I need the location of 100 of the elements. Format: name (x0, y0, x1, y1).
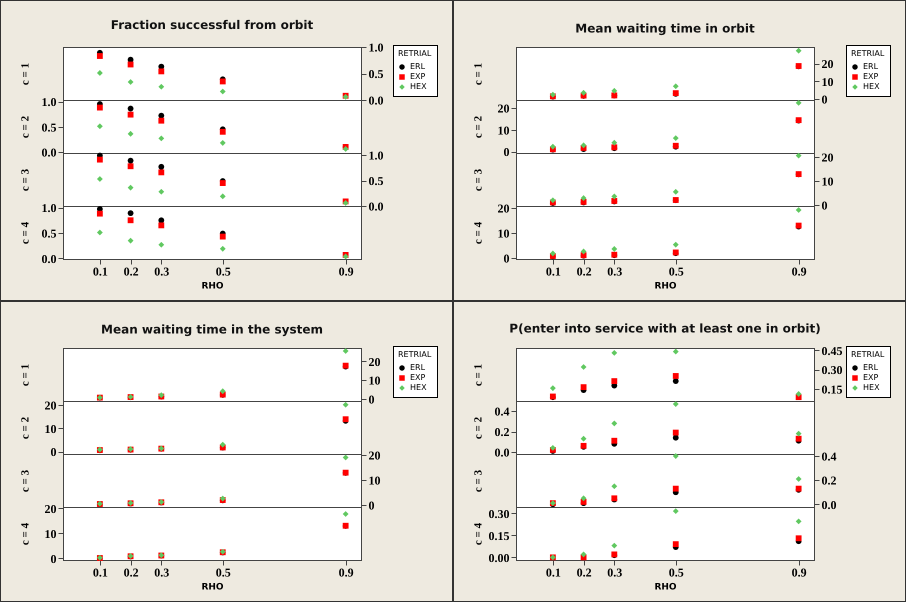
y2-tick-label: 10 (368, 474, 380, 488)
x-tick-label: 0.1 (92, 566, 108, 580)
chart-title: Mean waiting time in orbit (575, 22, 755, 36)
y-axis-title: c = 3 (20, 168, 32, 192)
y2-tick-label: 20 (822, 57, 834, 72)
y-tick-label: 0 (50, 552, 56, 566)
y-axis-title: c = 2 (472, 416, 484, 440)
x-tick-label: 0.1 (546, 566, 561, 580)
y-tick-label: 0.5 (42, 226, 56, 241)
x-tick-label: 0.3 (607, 566, 622, 580)
x-tick-label: 0.2 (124, 264, 139, 278)
y-tick-label: 0.00 (488, 550, 510, 565)
legend-label: EXP (410, 72, 426, 81)
x-tick-label: 0.3 (607, 264, 622, 278)
y-tick-label: 10 (498, 226, 510, 240)
y2-tick-label: 20 (368, 354, 380, 369)
x-tick-label: 0.1 (546, 264, 561, 278)
y2-tick-label: 0.30 (822, 363, 842, 378)
y-tick-label: 0.4 (494, 404, 510, 419)
y2-tick-label: 10 (822, 174, 834, 189)
x-axis-title: RHO (201, 582, 224, 592)
x-tick-label: 0.9 (338, 566, 354, 580)
y-tick-label: 20 (498, 201, 510, 216)
y2-tick-label: 20 (368, 448, 380, 463)
y-axis-title: c = 3 (472, 168, 484, 192)
y2-tick-label: 20 (822, 150, 834, 165)
y2-tick-label: 1.0 (368, 148, 384, 163)
y-axis-title: c = 2 (472, 115, 484, 138)
x-tick-label: 0.2 (124, 566, 139, 580)
y-axis-title: c = 2 (20, 115, 32, 138)
x-tick-label: 0.1 (92, 264, 108, 278)
legend-label: EXP (863, 373, 879, 382)
y-axis-title: c = 3 (20, 469, 32, 492)
legend-label: EXP (410, 373, 426, 382)
legend-label: ERL (863, 62, 879, 71)
y2-tick-label: 0.45 (822, 344, 842, 358)
y-tick-label: 0.15 (488, 528, 510, 543)
y-axis-title: c = 1 (472, 364, 484, 386)
x-tick-label: 0.2 (576, 566, 592, 580)
x-tick-label: 0.2 (576, 264, 592, 278)
y2-tick-label: 0 (822, 198, 828, 213)
y2-tick-label: 10 (368, 374, 380, 388)
y2-tick-label: 0 (368, 392, 374, 406)
x-tick-label: 0.9 (792, 566, 807, 580)
legend-label: HEX (863, 383, 880, 392)
y2-tick-label: 0.15 (822, 382, 842, 396)
y2-tick-label: 0.0 (368, 94, 384, 108)
legend-label: ERL (410, 363, 426, 372)
x-axis-title: RHO (654, 282, 677, 292)
y-tick-label: 10 (498, 123, 510, 138)
y-axis-title: c = 2 (20, 416, 32, 440)
chart-title: P(enter into service with at least one in orbit) (509, 321, 821, 336)
legend-title: RETRIAL (851, 350, 885, 359)
legend-label: HEX (863, 82, 880, 91)
y-tick-label: 1.0 (42, 201, 56, 216)
y-tick-label: 0.5 (42, 120, 56, 134)
y2-tick-label: 0 (368, 498, 374, 513)
x-tick-label: 0.9 (792, 264, 807, 278)
y-tick-label: 0.0 (494, 445, 510, 460)
legend-label: HEX (410, 82, 428, 91)
y-axis-title: c = 1 (20, 364, 32, 386)
y-tick-label: 0.30 (488, 506, 510, 521)
y2-tick-label: 0.0 (822, 498, 836, 512)
y2-tick-label: 1.0 (368, 40, 384, 54)
legend-label: ERL (410, 62, 426, 71)
legend-label: ERL (863, 363, 879, 372)
y-axis-title: c = 1 (20, 62, 32, 86)
y-axis-title: c = 3 (472, 469, 484, 492)
y2-tick-label: 0.5 (368, 67, 384, 81)
y-tick-label: 0 (50, 445, 56, 460)
y2-tick-label: 10 (822, 74, 834, 89)
y-tick-label: 0 (504, 251, 510, 266)
chart-title: Fraction successful from orbit (110, 18, 314, 32)
x-tick-label: 0.9 (338, 264, 354, 278)
chart-title: Mean waiting time in the system (101, 322, 323, 336)
x-tick-label: 0.5 (216, 264, 231, 278)
legend-title: RETRIAL (398, 350, 432, 359)
y-axis-title: c = 4 (20, 221, 32, 244)
x-axis-title: RHO (654, 582, 677, 592)
y-tick-label: 1.0 (42, 95, 56, 110)
x-tick-label: 0.3 (154, 264, 170, 278)
legend-title: RETRIAL (398, 49, 432, 58)
y-axis-title: c = 4 (472, 522, 484, 546)
y-axis-title: c = 4 (472, 221, 484, 244)
y-axis-title: c = 4 (20, 522, 32, 546)
x-tick-label: 0.5 (216, 566, 231, 580)
x-axis-title: RHO (201, 282, 224, 292)
y2-tick-label: 0.5 (368, 174, 384, 188)
y-tick-label: 10 (44, 526, 56, 541)
y2-tick-label: 0.0 (368, 200, 384, 214)
y-tick-label: 10 (44, 422, 56, 436)
y-tick-label: 0 (504, 145, 510, 160)
y-tick-label: 20 (44, 398, 56, 412)
y2-tick-label: 0.4 (822, 450, 836, 464)
y-tick-label: 20 (44, 502, 56, 516)
x-tick-label: 0.5 (668, 566, 684, 580)
y-tick-label: 20 (498, 101, 510, 116)
y2-tick-label: 0 (822, 92, 828, 106)
legend-title: RETRIAL (851, 49, 885, 58)
legend-label: HEX (410, 383, 428, 392)
